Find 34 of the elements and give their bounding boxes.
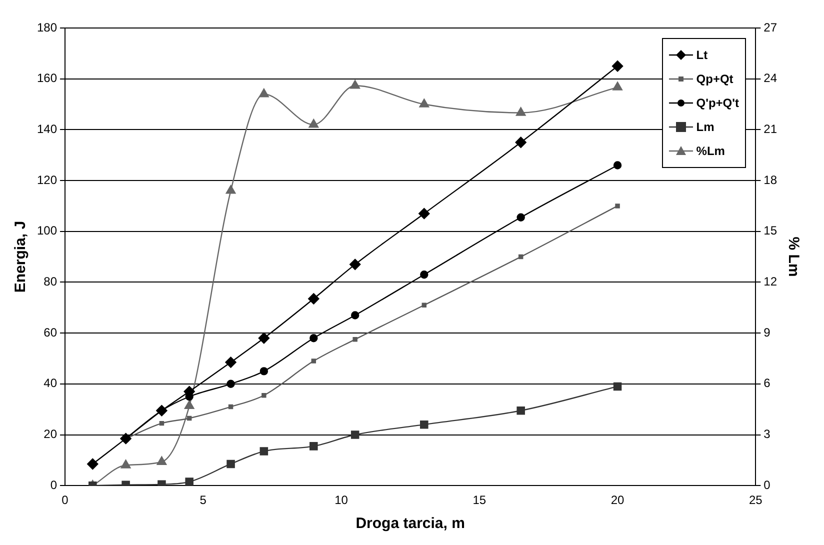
y2-tick-label: 18 xyxy=(764,172,778,187)
legend-label: Q'p+Q't xyxy=(696,96,739,110)
y-tick-label: 100 xyxy=(36,224,58,238)
y2-tick-label: 12 xyxy=(764,274,778,289)
legend-label: Lt xyxy=(696,48,708,62)
y2-tick-label: 6 xyxy=(764,376,771,390)
y2-tick-label: 9 xyxy=(764,325,771,340)
y-axis-title: Energia, J xyxy=(12,220,30,293)
x-tick-label: 0 xyxy=(62,493,69,508)
y-tick-label: 120 xyxy=(36,172,58,187)
y2-tick-label: 27 xyxy=(764,20,778,34)
x-tick-label: 25 xyxy=(748,493,763,508)
x-tick-label: 5 xyxy=(200,493,207,508)
y-tick-label: 180 xyxy=(36,20,58,34)
y-tick-label: 40 xyxy=(44,376,58,390)
y2-tick-label: 3 xyxy=(764,427,771,442)
y-tick-label: 60 xyxy=(44,325,58,340)
y2-tick-label: 15 xyxy=(764,224,778,238)
y-tick-label: 20 xyxy=(44,427,58,442)
legend-label: Qp+Qt xyxy=(696,72,734,86)
y-tick-label: 160 xyxy=(36,71,58,86)
y2-axis-title: % Lm xyxy=(784,236,802,277)
x-axis-title: Droga tarcia, m xyxy=(356,515,465,532)
legend-label: Lm xyxy=(696,120,714,134)
x-tick-label: 15 xyxy=(472,493,486,508)
y-tick-label: 80 xyxy=(44,274,58,289)
x-tick-label: 20 xyxy=(610,493,625,508)
legend-label: %Lm xyxy=(696,144,725,158)
y2-tick-label: 24 xyxy=(764,71,778,86)
y-tick-label: 140 xyxy=(36,122,58,136)
y2-tick-label: 21 xyxy=(764,122,778,136)
y2-tick-label: 0 xyxy=(764,478,771,492)
y-tick-label: 0 xyxy=(50,478,58,492)
x-tick-label: 10 xyxy=(334,493,348,508)
